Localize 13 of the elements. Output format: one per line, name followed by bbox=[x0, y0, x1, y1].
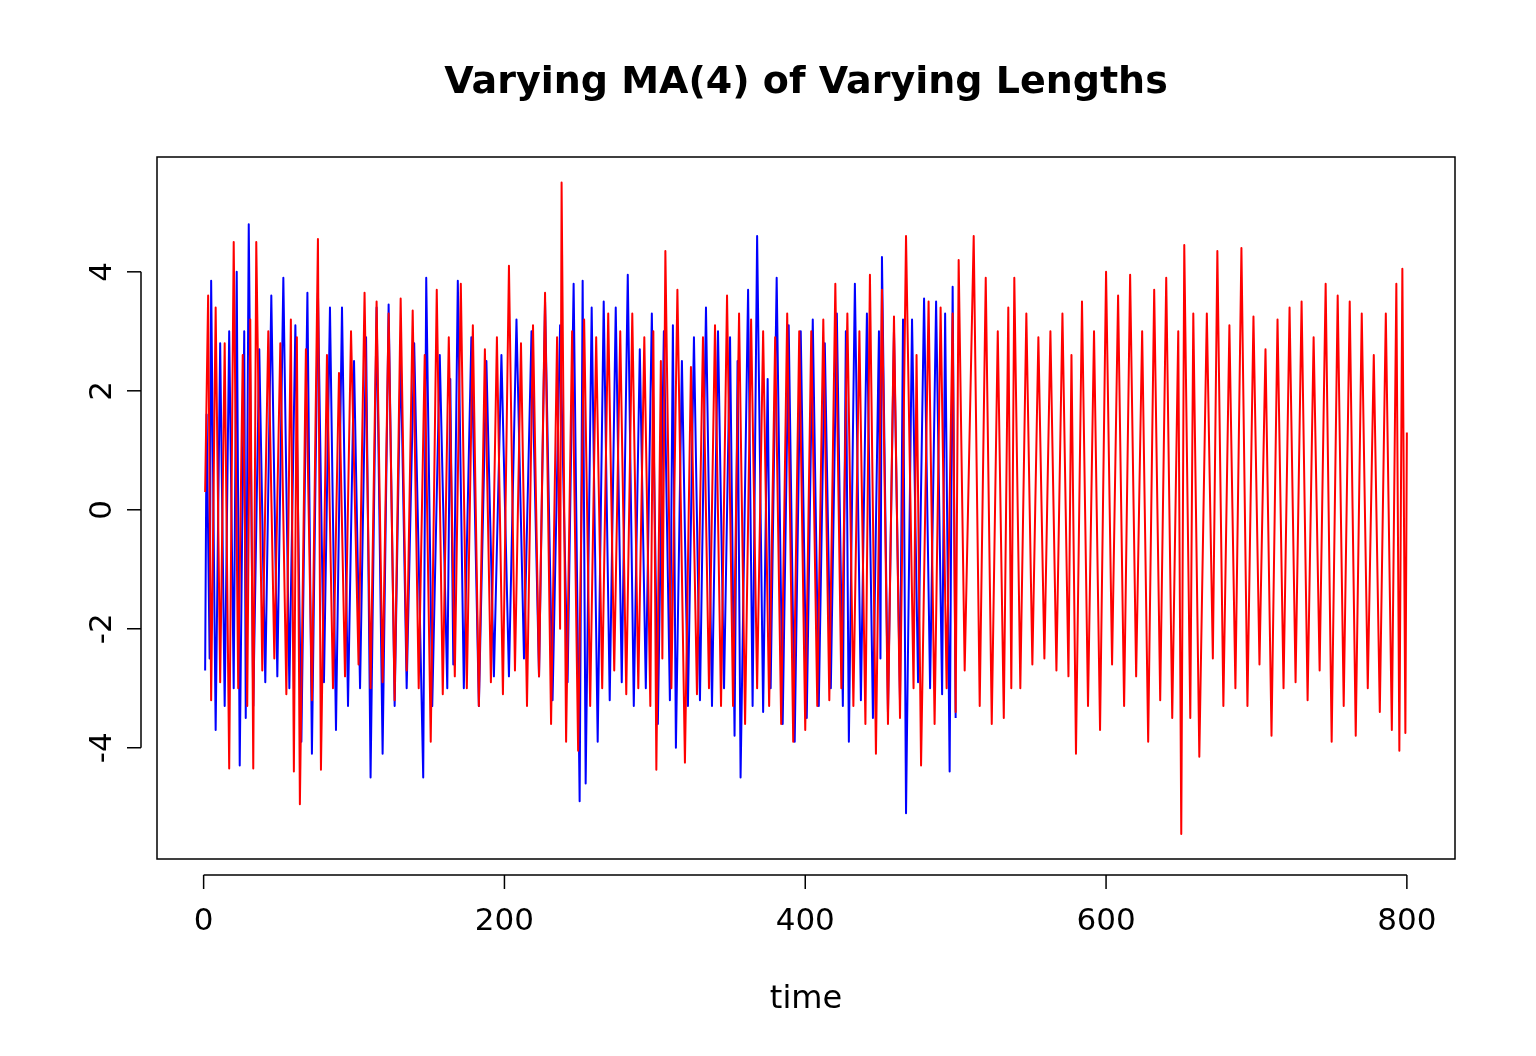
y-tick-label: -2 bbox=[82, 613, 118, 645]
y-tick-label: 4 bbox=[82, 261, 118, 282]
x-tick-label: 800 bbox=[1377, 901, 1437, 937]
line-series bbox=[204, 181, 1408, 836]
x-axis-title: time bbox=[769, 978, 843, 1016]
chart-title: Varying MA(4) of Varying Lengths bbox=[443, 58, 1169, 102]
x-tick-label: 0 bbox=[193, 901, 214, 937]
x-tick-label: 600 bbox=[1076, 901, 1136, 937]
y-tick-label: 2 bbox=[82, 380, 118, 401]
x-tick-label: 200 bbox=[474, 901, 535, 937]
y-tick-label: -4 bbox=[82, 732, 118, 764]
x-tick-label: 400 bbox=[775, 901, 835, 937]
y-tick-label: 0 bbox=[82, 499, 118, 520]
